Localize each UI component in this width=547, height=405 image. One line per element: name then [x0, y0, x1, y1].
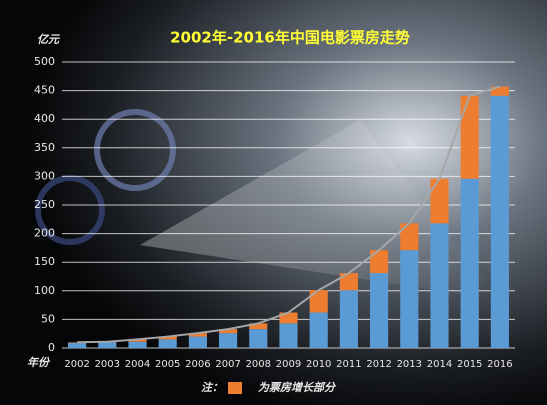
x-tick-label: 2004	[125, 359, 150, 370]
y-tick-label: 400	[34, 112, 55, 125]
bar	[370, 250, 389, 274]
y-axis-label: 亿元	[37, 33, 60, 46]
bar	[158, 339, 177, 348]
bar	[339, 273, 358, 291]
bar	[400, 250, 419, 348]
x-tick-label: 2009	[276, 359, 301, 370]
bar	[460, 178, 479, 348]
x-tick-label: 2005	[155, 359, 180, 370]
bar	[249, 329, 268, 348]
bar	[279, 323, 298, 348]
bar	[430, 178, 449, 224]
x-tick-label: 2011	[336, 359, 361, 370]
bar	[219, 333, 238, 348]
x-tick-label: 2012	[366, 359, 391, 370]
reel	[35, 175, 105, 245]
bar	[98, 342, 117, 348]
bar	[460, 95, 479, 179]
bar	[158, 336, 177, 340]
bar	[309, 290, 328, 313]
y-tick-label: 50	[41, 312, 55, 325]
x-tick-label: 2015	[457, 359, 482, 370]
trend-line	[77, 85, 501, 344]
y-tick-label: 0	[48, 341, 55, 354]
x-tick-label: 2007	[215, 359, 240, 370]
x-tick-label: 2013	[397, 359, 422, 370]
y-tick-label: 200	[34, 227, 55, 240]
bar	[430, 223, 449, 348]
bar	[219, 329, 238, 334]
bar	[128, 341, 147, 348]
bar	[490, 95, 509, 348]
x-tick-label: 2016	[487, 359, 512, 370]
y-tick-label: 150	[34, 255, 55, 268]
bar	[309, 312, 328, 348]
bar	[68, 342, 87, 348]
x-tick-label: 2008	[246, 359, 271, 370]
legend-swatch	[228, 382, 242, 394]
chart-title: 2002年-2016年中国电影票房走势	[170, 29, 410, 47]
reel	[94, 109, 176, 191]
x-tick-label: 2014	[427, 359, 452, 370]
y-tick-label: 500	[34, 55, 55, 68]
bar	[400, 223, 419, 251]
x-tick-label: 2002	[64, 359, 89, 370]
bar	[188, 333, 207, 337]
bar	[490, 86, 509, 96]
y-tick-label: 250	[34, 198, 55, 211]
legend-prefix: 注：	[201, 381, 223, 394]
bar	[68, 342, 87, 343]
y-tick-label: 450	[34, 84, 55, 97]
bar	[339, 290, 358, 348]
x-axis-label: 年份	[27, 356, 51, 369]
bar	[249, 323, 268, 330]
y-tick-label: 300	[34, 169, 55, 182]
y-tick-label: 100	[34, 284, 55, 297]
bar	[279, 312, 298, 324]
x-tick-label: 2006	[185, 359, 210, 370]
bar	[128, 339, 147, 342]
bar	[188, 336, 207, 348]
x-tick-label: 2010	[306, 359, 331, 370]
x-tick-label: 2003	[95, 359, 120, 370]
legend-label: 为票房增长部分	[258, 381, 337, 394]
y-tick-label: 350	[34, 141, 55, 154]
bar	[370, 273, 389, 348]
